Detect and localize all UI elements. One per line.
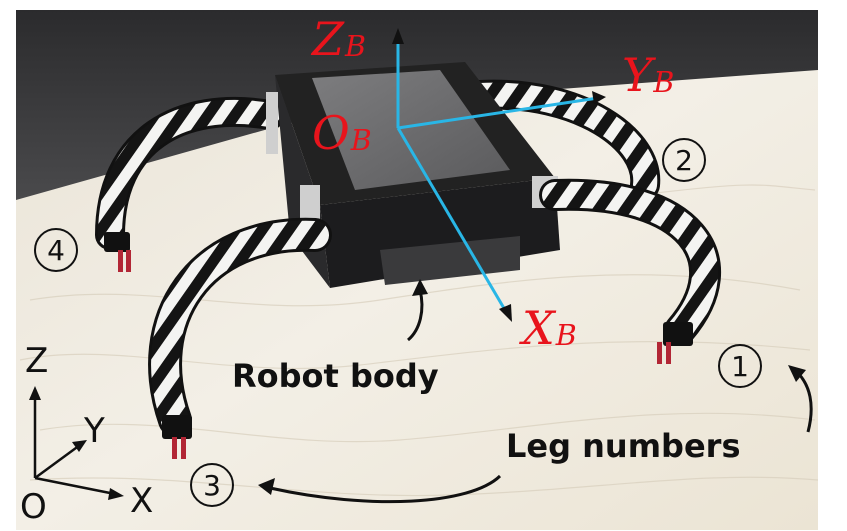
robot-body-annotation: Robot body	[232, 357, 439, 395]
leg-numbers-annotation: Leg numbers	[506, 427, 741, 465]
world-frame-axes	[33, 395, 116, 496]
world-origin-label: O	[20, 487, 47, 527]
x-axis-body-label: XB	[522, 305, 577, 351]
leg-number-1: 1	[718, 344, 762, 388]
z-axis-body-letter: Z	[312, 12, 344, 66]
body-frame-axes	[396, 40, 599, 311]
z-axis-body-subscript: B	[344, 30, 366, 64]
origin-body-letter: O	[312, 106, 350, 160]
origin-body-subscript: B	[350, 124, 372, 158]
world-x-label: X	[130, 481, 154, 521]
x-axis-body-letter: X	[522, 301, 555, 355]
leg-number-3: 3	[190, 463, 234, 507]
origin-body-label: OB	[312, 110, 372, 156]
x-axis-body-subscript: B	[555, 319, 577, 353]
z-axis-body-label: ZB	[312, 16, 366, 62]
leg-number-4: 4	[34, 228, 78, 272]
y-axis-body-letter: Y	[622, 48, 653, 102]
world-y-label: Y	[84, 411, 105, 451]
y-axis-body-label: YB	[622, 52, 674, 98]
y-axis-body-subscript: B	[653, 66, 675, 100]
leg-number-2: 2	[662, 138, 706, 182]
world-z-label: Z	[25, 341, 49, 381]
